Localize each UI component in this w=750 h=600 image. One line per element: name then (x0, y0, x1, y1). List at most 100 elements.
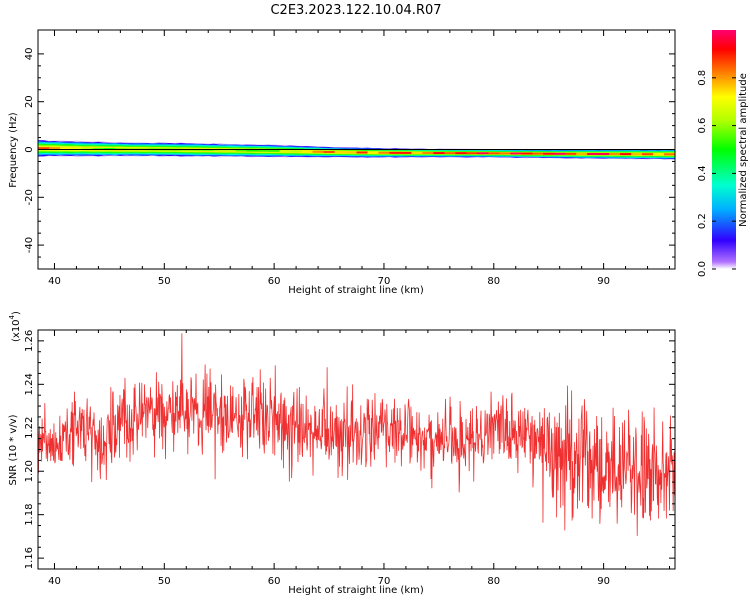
snr-plot-area (38, 333, 675, 536)
spectrogram-core-cell (246, 149, 259, 152)
y-tick-label: 1.16 (24, 547, 35, 569)
x-tick-label: 40 (48, 276, 61, 287)
spectrogram-core-cell (576, 152, 588, 155)
y-tick-label: 20 (24, 95, 35, 108)
x-tick-label: 80 (487, 276, 500, 287)
snr-multiplier-close: ) (11, 311, 22, 315)
spectrogram-core-cell (400, 151, 412, 154)
spectrogram-core-cell (279, 150, 292, 153)
spectrogram-plot-area (38, 139, 675, 160)
spectrogram-core-cell (290, 150, 303, 153)
snr-y-multiplier: (x104) (8, 311, 22, 342)
spectrogram-core-cell (598, 153, 610, 156)
spectrogram-core-cell (224, 149, 237, 152)
spectrogram-core-cell (389, 151, 401, 154)
colorbar-label: Normalized spectral amplitude (738, 73, 749, 227)
spectrogram-core-cell (235, 149, 248, 152)
y-tick-label: 1.18 (24, 504, 35, 526)
spectrogram-core-cell (70, 147, 83, 150)
x-tick-label: 60 (268, 276, 281, 287)
spectrogram-core-cell (213, 149, 226, 152)
y-tick-label: 0 (24, 146, 35, 152)
spectrogram-core-cell (521, 152, 533, 155)
x-tick-label: 50 (158, 276, 171, 287)
snr-series-line (38, 333, 675, 536)
y-tick-label: 1.24 (24, 373, 35, 395)
x-tick-label: 90 (597, 576, 610, 587)
spectrogram-core-cell (301, 150, 314, 153)
colorbar-tick-label: 0.8 (697, 70, 708, 86)
spectrogram-core-cell (543, 152, 555, 155)
spectrogram-panel: 40 50 60 70 80 90 40 20 0 -20 -40 Height of strai… (8, 29, 676, 296)
spectrogram-core-cell (81, 147, 94, 150)
spectrogram-core-cell (466, 152, 478, 155)
spectrogram-core-cell (378, 151, 390, 154)
spectrogram-core-cell (653, 153, 665, 156)
x-tick-label: 80 (487, 576, 500, 587)
spectrogram-core-cell (532, 152, 544, 155)
spectrogram-core-cell (59, 147, 72, 150)
snr-panel: 40 50 60 70 80 90 1.16 1.18 1.20 1.22 1.24 1.26 He… (8, 311, 676, 596)
spectrogram-core-cell (323, 151, 336, 154)
spectrogram-core-cell (455, 152, 467, 155)
colorbar-ticks: 0.0 0.2 0.4 0.6 0.8 (697, 70, 736, 277)
spectrogram-x-ticks: 40 50 60 70 80 90 (48, 30, 671, 287)
spectrogram-core-cell (631, 153, 643, 156)
y-tick-label: -40 (24, 237, 35, 253)
svg-text:(x104): (x104) (8, 311, 22, 342)
colorbar-tick-label: 0.2 (697, 213, 708, 229)
snr-x-ticks: 40 50 60 70 80 90 (48, 330, 671, 587)
spectrogram-core-cell (92, 147, 105, 150)
colorbar-tick-label: 0.6 (697, 118, 708, 134)
snr-y-label: SNR (10 * v/v) (8, 414, 19, 485)
y-tick-label: 1.22 (24, 417, 35, 439)
figure-title: C2E3.2023.122.10.04.R07 (270, 3, 441, 18)
snr-y-ticks: 1.16 1.18 1.20 1.22 1.24 1.26 (24, 329, 675, 569)
spectrogram-core-cell (334, 151, 347, 154)
spectrogram-core-cell (488, 152, 500, 155)
spectrogram-core-cell (620, 153, 632, 156)
y-tick-label: -20 (24, 189, 35, 205)
colorbar-tick-label: 0.0 (697, 261, 708, 277)
x-tick-label: 40 (48, 576, 61, 587)
colorbar: 0.0 0.2 0.4 0.6 0.8 Normalized spectral ampl… (697, 30, 749, 277)
snr-x-label: Height of straight line (km) (288, 585, 424, 596)
spectrogram-core-cell (257, 149, 270, 152)
spectrogram-x-label: Height of straight line (km) (288, 285, 424, 296)
spectrogram-core-cell (477, 152, 489, 155)
x-tick-label: 70 (378, 576, 391, 587)
spectrogram-core-cell (411, 151, 423, 154)
spectrogram-core-cell (664, 153, 675, 156)
spectrogram-core-cell (312, 150, 325, 153)
y-tick-label: 1.20 (24, 460, 35, 482)
spectrogram-core-cell (202, 149, 215, 152)
spectrogram-core-cell (356, 151, 368, 154)
spectrogram-core-cell (268, 149, 281, 152)
spectrogram-core-cell (587, 152, 599, 155)
spectrogram-core-cell (38, 147, 50, 150)
spectrogram-core-cell (642, 153, 654, 156)
spectrogram-core-cell (499, 152, 511, 155)
y-tick-label: 40 (24, 48, 35, 61)
spectrogram-y-ticks: 40 20 0 -20 -40 (24, 48, 675, 270)
colorbar-gradient (712, 30, 736, 269)
colorbar-tick-label: 0.4 (697, 165, 708, 181)
x-tick-label: 90 (597, 276, 610, 287)
spectrogram-core-cell (345, 151, 357, 154)
snr-multiplier-base: (x10 (11, 319, 22, 342)
y-tick-label: 1.26 (24, 330, 35, 352)
spectrogram-core-cell (48, 147, 61, 150)
spectrogram-core-cell (422, 152, 434, 155)
spectrogram-core-cell (444, 152, 456, 155)
spectrogram-core-cell (609, 153, 621, 156)
x-tick-label: 70 (378, 276, 391, 287)
spectrogram-core-cell (565, 152, 577, 155)
spectrogram-core-cell (433, 152, 445, 155)
x-tick-label: 50 (158, 576, 171, 587)
x-tick-label: 60 (268, 576, 281, 587)
spectrogram-core-cell (554, 152, 566, 155)
snr-multiplier-exp: 4 (8, 314, 16, 319)
spectrogram-core-cell (367, 151, 379, 154)
spectrogram-core-cell (510, 152, 522, 155)
